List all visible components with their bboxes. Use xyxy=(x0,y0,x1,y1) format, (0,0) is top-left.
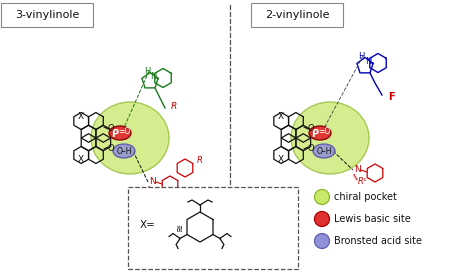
Text: =O: =O xyxy=(317,126,330,135)
Circle shape xyxy=(314,189,329,204)
Circle shape xyxy=(314,212,329,227)
Text: N: N xyxy=(149,177,156,186)
Text: H: H xyxy=(144,67,150,76)
Text: X=: X= xyxy=(140,220,156,230)
Text: R¹: R¹ xyxy=(357,177,366,185)
Text: N: N xyxy=(354,165,361,174)
Text: ≋: ≋ xyxy=(174,223,185,231)
Text: O–H: O–H xyxy=(316,147,331,156)
Text: O: O xyxy=(307,144,313,153)
Text: X: X xyxy=(278,112,284,121)
Text: H: H xyxy=(357,52,364,61)
Text: Lewis basic site: Lewis basic site xyxy=(333,214,410,224)
Text: ‖: ‖ xyxy=(146,185,153,193)
Text: R¹: R¹ xyxy=(152,188,161,197)
Text: R: R xyxy=(171,102,177,111)
Text: 3-vinylinole: 3-vinylinole xyxy=(15,10,79,20)
Text: O: O xyxy=(307,123,313,132)
Text: P: P xyxy=(111,129,118,139)
FancyBboxPatch shape xyxy=(128,187,297,269)
Text: N: N xyxy=(150,72,156,81)
Ellipse shape xyxy=(113,144,134,158)
Text: O–H: O–H xyxy=(116,147,131,156)
FancyBboxPatch shape xyxy=(251,3,342,27)
Text: X: X xyxy=(78,155,84,164)
Text: F: F xyxy=(387,92,394,102)
Text: chiral pocket: chiral pocket xyxy=(333,192,396,202)
Text: O: O xyxy=(107,144,114,153)
FancyBboxPatch shape xyxy=(1,3,93,27)
Text: ‖: ‖ xyxy=(351,173,358,181)
Ellipse shape xyxy=(291,102,368,174)
Text: R: R xyxy=(196,156,202,165)
Text: X: X xyxy=(278,155,284,164)
Text: X: X xyxy=(78,112,84,121)
Text: P: P xyxy=(311,129,318,139)
Text: 2-vinylinole: 2-vinylinole xyxy=(264,10,329,20)
Ellipse shape xyxy=(308,126,330,140)
Circle shape xyxy=(314,233,329,248)
Ellipse shape xyxy=(312,144,334,158)
Text: N: N xyxy=(364,57,370,66)
Text: O: O xyxy=(107,123,114,132)
Text: Bronsted acid site: Bronsted acid site xyxy=(333,236,421,246)
Ellipse shape xyxy=(91,102,168,174)
Text: =O: =O xyxy=(118,126,130,135)
Ellipse shape xyxy=(109,126,131,140)
